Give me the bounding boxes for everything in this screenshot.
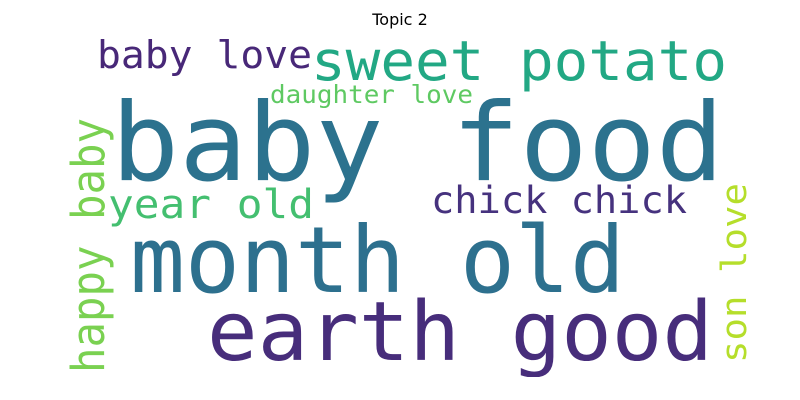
word-happy-baby: happy baby [63, 118, 115, 373]
word-year-old: year old [108, 182, 314, 228]
word-son-love: son love [715, 183, 750, 363]
figure-title: Topic 2 [372, 10, 428, 29]
word-baby-food: baby food [111, 81, 724, 206]
word-month-old: month old [130, 207, 625, 314]
word-earth-good: earth good [207, 285, 713, 377]
word-cloud: baby food month old earth good sweet pot… [62, 29, 755, 380]
word-baby-love: baby love [97, 35, 312, 77]
word-daughter-love: daughter love [270, 80, 473, 109]
word-sweet-potato: sweet potato [311, 35, 727, 93]
word-chick-chick: chick chick [431, 179, 687, 222]
